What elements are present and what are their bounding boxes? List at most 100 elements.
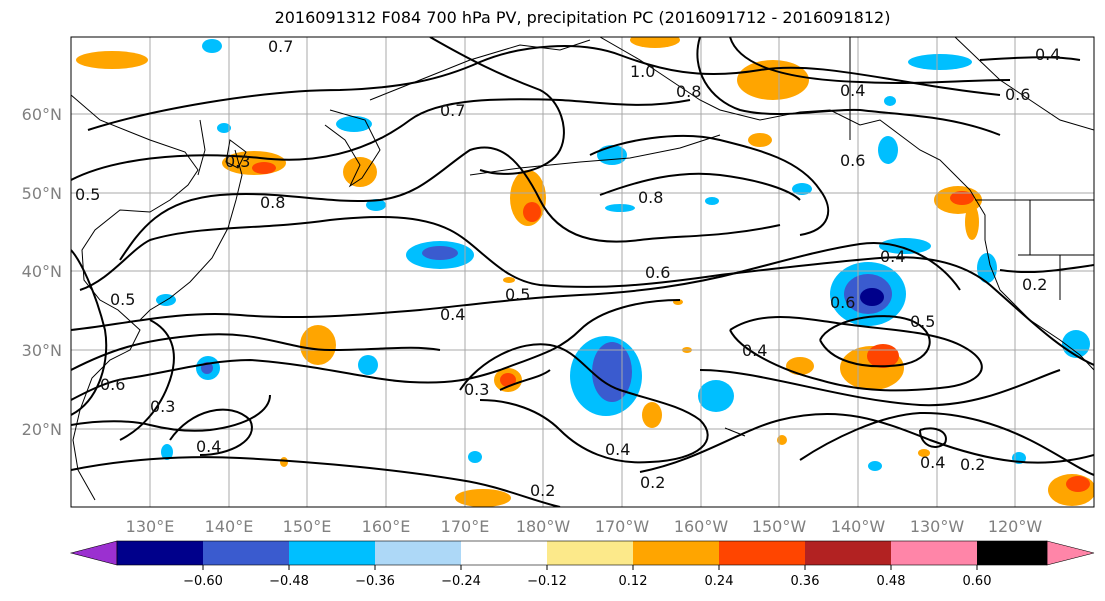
- pv-contour-label: 0.2: [1022, 275, 1047, 294]
- pv-contour: [429, 37, 565, 175]
- pv-contour-label: 0.2: [640, 473, 665, 492]
- precip-pos-blob: [455, 489, 511, 507]
- pv-contour-label: 0.4: [742, 341, 767, 360]
- pv-contour: [71, 394, 271, 432]
- precip-neg-blob: [878, 136, 898, 164]
- lon-label: 130°E: [126, 517, 175, 536]
- pv-contour-label: 0.6: [830, 293, 855, 312]
- precip-neg-blob: [1062, 330, 1090, 358]
- pv-contour-label: 0.2: [530, 481, 555, 500]
- pv-contour-label: 0.3: [150, 397, 175, 416]
- precip-pos-blob: [642, 402, 662, 428]
- coastlines: [71, 37, 1094, 501]
- pv-contour-label: 0.3: [464, 380, 489, 399]
- pv-contour-label: 0.3: [225, 152, 250, 171]
- pv-contour-label: 0.4: [605, 440, 630, 459]
- precip-neg-blob: [217, 123, 231, 133]
- colorbar-extend-low: [69, 540, 118, 566]
- pv-contour-label: 0.4: [920, 453, 945, 472]
- precip-pos-blob: [786, 357, 814, 375]
- precip-pos-blob: [965, 204, 979, 240]
- pv-contour: [169, 408, 253, 456]
- pv-contour-label: 0.5: [505, 285, 530, 304]
- pv-contour: [729, 37, 1011, 84]
- pv-contour: [799, 411, 1094, 476]
- pv-contour-label: 0.4: [840, 81, 865, 100]
- latitude-labels: 60°N 50°N 40°N 30°N 20°N: [22, 105, 62, 439]
- canada-province-line: [954, 37, 1094, 131]
- japan-coastline: [139, 149, 243, 321]
- pv-contour-label: 0.4: [196, 437, 221, 456]
- pv-contour: [119, 319, 175, 441]
- map-content: 0.7 1.0 0.8 0.3 0.4 0.7 0.5 0.8 0.8 0.6 …: [71, 37, 1094, 507]
- pv-contour: [919, 427, 947, 448]
- precip-pos-blob: [76, 51, 148, 69]
- colorbar-swatch: [891, 541, 977, 565]
- precip-neg-blob: [592, 342, 632, 402]
- precip-neg-blob: [705, 197, 719, 205]
- lat-label: 60°N: [22, 105, 62, 124]
- precip-pos-blob: [867, 344, 899, 368]
- precip-pos-blob: [252, 162, 276, 174]
- pv-contour: [71, 456, 561, 507]
- colorbar-tick-label: 0.12: [619, 574, 648, 589]
- pv-contour: [119, 146, 781, 261]
- map-frame: [70, 36, 1095, 508]
- precip-pos-blob: [500, 373, 516, 387]
- colorbar-extend-high: [1046, 540, 1095, 566]
- precip-pos-blob: [280, 457, 288, 467]
- aleutians-coastline: [469, 134, 721, 176]
- precip-pos-blob: [748, 133, 772, 147]
- lat-label: 20°N: [22, 420, 62, 439]
- precip-pos-blob: [1066, 476, 1090, 492]
- precip-neg-blob: [468, 451, 482, 463]
- pv-contour-label: 0.8: [676, 82, 701, 101]
- pv-contour: [999, 264, 1094, 274]
- lon-label: 140°W: [831, 517, 886, 536]
- colorbar-tick-label: −0.48: [269, 574, 309, 589]
- precip-neg-blob: [336, 116, 372, 132]
- pv-contour-label: 0.2: [960, 455, 985, 474]
- pv-contour-label: 0.4: [880, 247, 905, 266]
- pv-contour: [71, 249, 108, 416]
- precip-pos-blob: [918, 449, 930, 457]
- precip-pos-blob: [737, 60, 809, 100]
- colorbar-tick-label: 0.24: [705, 574, 734, 589]
- precip-neg-blob: [908, 54, 972, 70]
- colorbar-swatch: [805, 541, 891, 565]
- precip-pos-blob: [950, 191, 974, 205]
- precip-neg-blob: [879, 238, 931, 254]
- pv-contour-label: 0.8: [638, 188, 663, 207]
- lon-label: 130°W: [910, 517, 965, 536]
- pv-contour-label: 0.8: [260, 193, 285, 212]
- precip-neg-blob: [977, 253, 997, 283]
- colorbar-swatch: [203, 541, 289, 565]
- colorbar-swatch: [547, 541, 633, 565]
- precip-neg-blob: [202, 39, 222, 53]
- lon-label: 150°E: [283, 517, 332, 536]
- precip-neg-blob: [605, 204, 635, 212]
- pv-contour-label: 0.4: [1035, 45, 1060, 64]
- colorbar-tick-label: 0.60: [963, 574, 992, 589]
- asia-coastline: [71, 94, 199, 501]
- precip-neg-blob: [366, 199, 386, 211]
- colorbar-swatch: [289, 541, 375, 565]
- pv-contour: [639, 412, 1094, 473]
- pv-contour-label: 0.6: [840, 151, 865, 170]
- colorbar-swatch: [977, 541, 1047, 565]
- pv-contours: [71, 37, 1094, 507]
- pv-contour-label: 0.4: [440, 305, 465, 324]
- precip-neg-blob: [868, 461, 882, 471]
- alaska-coastline: [599, 37, 1094, 371]
- precip-pos-blob: [630, 37, 680, 48]
- pv-contour-label: 0.7: [268, 37, 293, 56]
- pv-contour-labels: 0.7 1.0 0.8 0.3 0.4 0.7 0.5 0.8 0.8 0.6 …: [75, 37, 1060, 500]
- map-background: [71, 37, 1094, 507]
- sakhalin-coastline: [197, 119, 206, 176]
- lon-label: 120°W: [988, 517, 1043, 536]
- lon-label: 170°E: [441, 517, 490, 536]
- lon-label: 140°E: [205, 517, 254, 536]
- pv-contour-label: 0.5: [75, 185, 100, 204]
- pv-contour-label: 0.5: [910, 312, 935, 331]
